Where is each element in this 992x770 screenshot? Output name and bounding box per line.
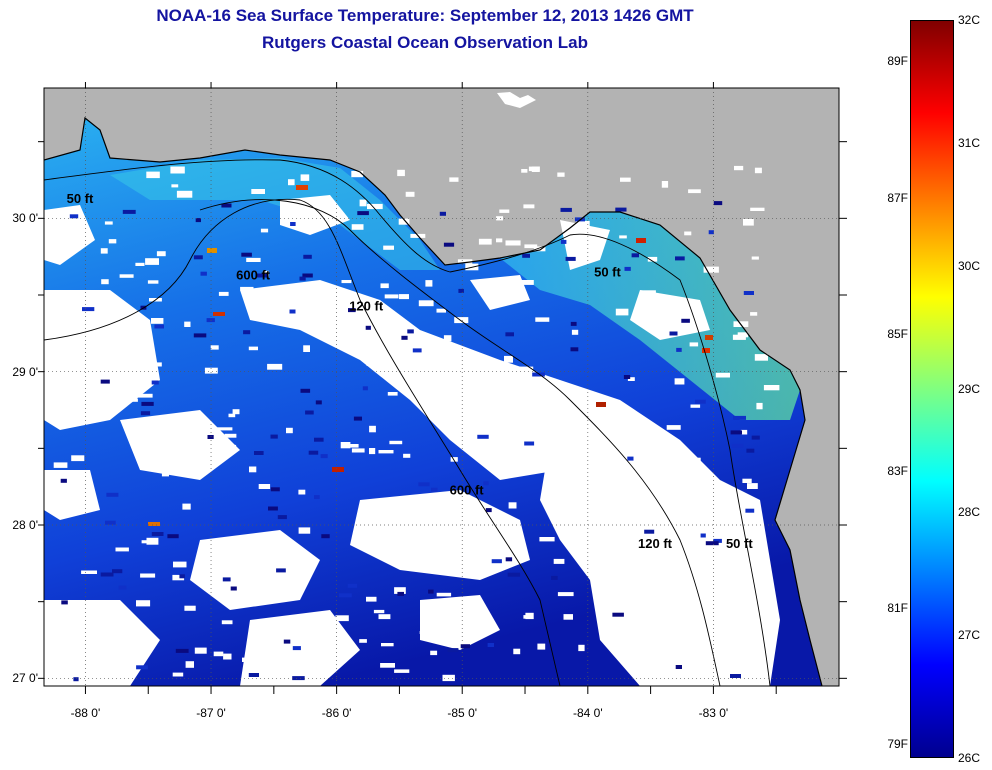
y-tick-label: 30 0' (12, 211, 38, 226)
warm-pixels (148, 185, 713, 526)
x-tick-label: -88 0' (70, 706, 101, 720)
map-subtitle: Rutgers Coastal Ocean Observation Lab (262, 33, 588, 52)
temperature-colorbar (910, 20, 954, 758)
northern-warm-band (110, 158, 440, 270)
colorbar-fahrenheit-label: 87F (887, 190, 908, 205)
contour-label: 120 ft (349, 298, 384, 313)
colorbar-celsius-label: 29C (958, 382, 981, 396)
contour-50ft-east (449, 233, 771, 686)
colorbar-fahrenheit-label: 81F (887, 600, 908, 615)
colorbar-celsius-label: 26C (958, 751, 981, 765)
y-tick-label: 29 0' (12, 364, 38, 379)
contour-label: 50 ft (726, 536, 753, 551)
colorbar-fahrenheit-label: 83F (887, 464, 908, 478)
depth-contours (44, 159, 771, 686)
contour-600ft-west (44, 198, 561, 686)
contour-labels: 50 ft 600 ft 120 ft 50 ft 600 ft 120 ft 50 ft (67, 191, 754, 551)
colorbar-celsius-label: 32C (958, 13, 981, 27)
contour-50ft-west (44, 159, 451, 273)
x-tick-label: -83 0' (698, 706, 729, 720)
contour-120ft (199, 199, 721, 686)
graticule (44, 88, 839, 686)
axis-ticks (38, 82, 847, 694)
colorbar-celsius-label: 28C (958, 505, 981, 519)
contour-label: 600 ft (450, 482, 485, 497)
map-frame (43, 87, 840, 687)
x-tick-label: -87 0' (196, 706, 226, 720)
colorbar-celsius-label: 30C (958, 259, 981, 273)
x-tick-label: -85 0' (447, 706, 478, 720)
contour-label: 600 ft (236, 268, 271, 283)
colorbar-fahrenheit-label: 79F (887, 737, 908, 752)
y-tick-label: 27 0' (12, 671, 38, 686)
map-title: NOAA-16 Sea Surface Temperature: Septemb… (156, 6, 694, 25)
x-tick-label: -86 0' (321, 706, 352, 720)
colorbar-fahrenheit-label: 85F (887, 327, 908, 342)
y-tick-label: 28 0' (12, 518, 38, 532)
colorbar-celsius-label: 27C (958, 628, 981, 642)
colorbar-celsius-label: 31C (958, 136, 981, 150)
x-tick-label: -84 0' (572, 706, 603, 720)
contour-label: 120 ft (638, 536, 673, 551)
contour-label: 50 ft (67, 191, 94, 206)
colorbar-fahrenheit-label: 89F (887, 54, 908, 68)
contour-label: 50 ft (594, 265, 621, 280)
inland-lake (497, 92, 536, 108)
coastline (44, 116, 823, 686)
